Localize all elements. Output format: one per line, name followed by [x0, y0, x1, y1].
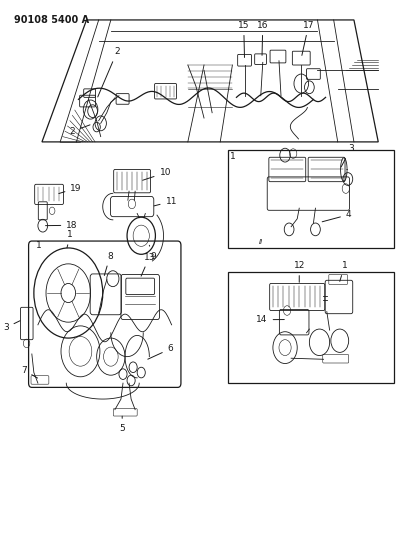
Text: 11: 11 [154, 197, 177, 206]
Text: 8: 8 [104, 252, 113, 276]
Text: 2: 2 [98, 47, 120, 97]
Text: 16: 16 [257, 21, 268, 55]
Text: 10: 10 [143, 168, 171, 180]
Text: 7: 7 [21, 366, 38, 378]
Text: 1: 1 [340, 261, 348, 281]
Text: 19: 19 [59, 184, 82, 193]
Text: 2: 2 [69, 125, 90, 136]
Text: 3: 3 [3, 321, 20, 332]
Bar [228, 272, 395, 383]
Text: 13: 13 [141, 253, 155, 276]
Text: 1: 1 [231, 152, 236, 161]
Text: 12: 12 [293, 261, 305, 282]
Text: 4: 4 [322, 210, 351, 222]
Text: 3: 3 [341, 144, 354, 167]
Bar [228, 150, 395, 248]
Text: 5: 5 [119, 416, 125, 433]
Text: 18: 18 [46, 221, 78, 230]
Text: 15: 15 [238, 21, 249, 58]
Text: II: II [259, 239, 263, 245]
Text: 6: 6 [148, 344, 173, 359]
Text: 14: 14 [256, 315, 284, 324]
Text: 90108 5400 A: 90108 5400 A [13, 14, 89, 25]
Text: 1: 1 [67, 230, 73, 248]
Text: 1: 1 [36, 241, 42, 250]
Text: 17: 17 [302, 21, 314, 55]
Text: 9: 9 [149, 245, 156, 261]
